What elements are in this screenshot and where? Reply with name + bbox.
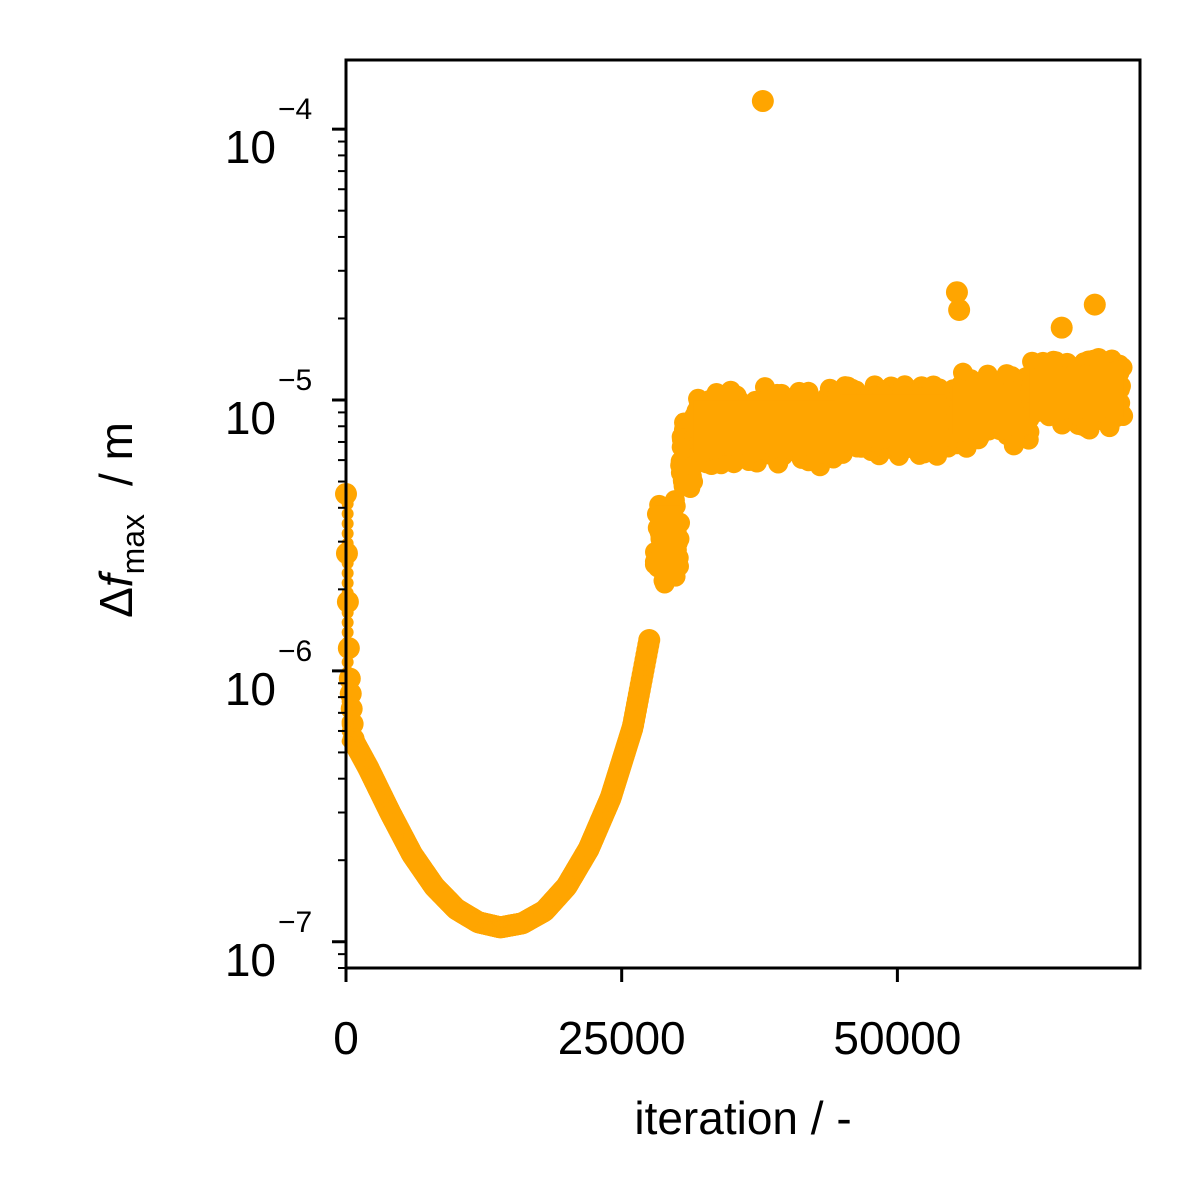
y-tick-label: 10	[225, 121, 276, 173]
data-point	[835, 376, 856, 397]
y-axis-subscript: max	[115, 514, 151, 574]
y-tick-label: 10	[225, 663, 276, 715]
plot-frame	[344, 58, 1142, 970]
outlier-point	[1050, 316, 1073, 339]
x-axis: 0 25000 50000	[333, 968, 961, 1064]
data-point	[768, 453, 789, 474]
y-axis-variable: f	[90, 570, 142, 587]
outlier-point	[751, 90, 774, 113]
y-axis-unit: / m	[90, 422, 142, 486]
data-point	[706, 383, 727, 404]
outlier-point	[1083, 293, 1106, 316]
data-band	[693, 400, 843, 453]
y-axis-title: Δfmax / m	[90, 422, 151, 618]
y-tick-exponent: −5	[278, 364, 312, 397]
data-point	[1052, 414, 1073, 435]
data-points	[335, 90, 1134, 939]
outlier-point	[948, 298, 971, 321]
data-point	[888, 439, 909, 460]
data-band	[842, 394, 953, 444]
data-point	[977, 364, 998, 385]
data-point	[654, 573, 675, 594]
data-band	[654, 505, 681, 578]
y-tick-exponent: −6	[278, 635, 312, 668]
y-tick-exponent: −7	[278, 906, 312, 939]
y-tick-exponent: −4	[278, 93, 312, 126]
x-tick-label: 25000	[558, 1012, 686, 1064]
data-point	[341, 487, 354, 500]
data-point	[996, 364, 1017, 385]
data-band	[952, 385, 1030, 435]
x-tick-label: 50000	[833, 1012, 961, 1064]
data-point	[913, 441, 934, 462]
y-tick-label: 10	[225, 392, 276, 444]
data-point	[789, 381, 810, 402]
y-tick-label: 10	[225, 934, 276, 986]
data-point	[638, 629, 661, 652]
x-axis-title: iteration / -	[634, 1092, 851, 1144]
data-point	[1076, 417, 1097, 438]
y-axis: 10−710−610−510−4	[225, 93, 346, 986]
y-axis-symbol: Δ	[90, 587, 142, 618]
x-tick-label: 0	[333, 1012, 359, 1064]
data-band	[1029, 368, 1124, 418]
data-point	[892, 378, 913, 399]
outlier-point	[945, 281, 968, 304]
